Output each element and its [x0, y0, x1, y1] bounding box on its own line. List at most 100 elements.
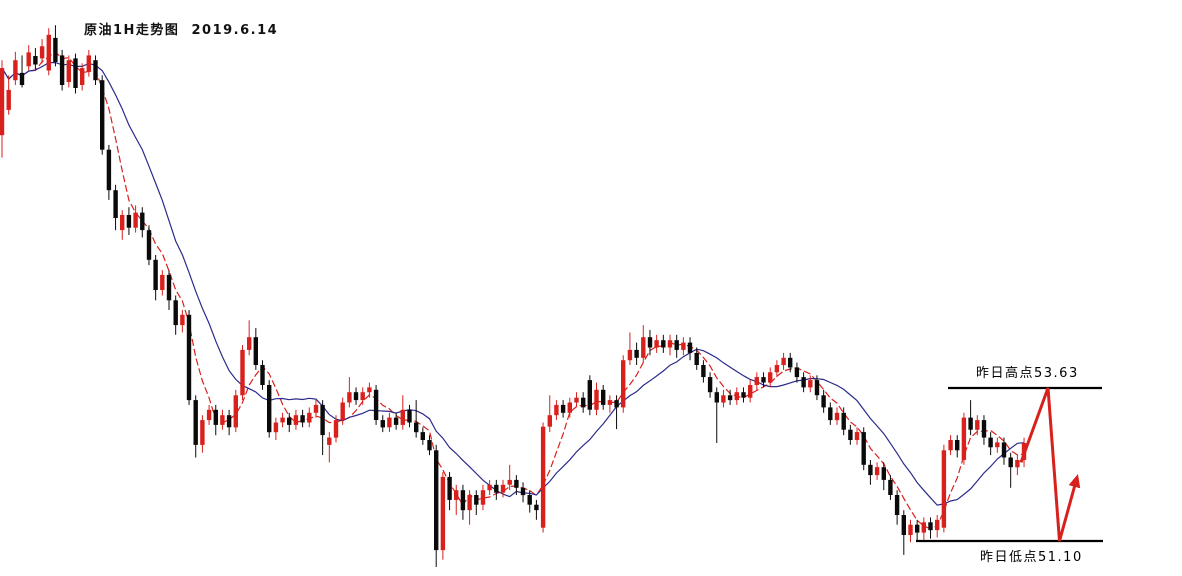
up-candle [39, 46, 45, 59]
down-candle [560, 404, 566, 413]
down-candle [186, 314, 192, 401]
up-candle [360, 392, 365, 401]
up-candle [6, 89, 11, 110]
down-candle [788, 357, 793, 368]
down-candle [447, 476, 452, 500]
down-candle [146, 230, 152, 260]
yesterday-high-label: 昨日高点53.63 [976, 366, 1079, 381]
down-candle [1008, 457, 1013, 468]
down-candle [861, 432, 866, 465]
up-candle [480, 490, 486, 505]
up-candle [133, 212, 138, 228]
up-candle [975, 420, 980, 430]
up-candle [327, 437, 332, 445]
down-candle [100, 80, 105, 150]
up-candle [86, 55, 91, 72]
down-candle [53, 37, 58, 63]
up-candle [641, 337, 646, 358]
up-candle [26, 52, 31, 67]
up-candle [454, 490, 459, 500]
down-candle [1001, 442, 1007, 458]
up-candle [754, 377, 759, 385]
down-candle [320, 404, 325, 436]
down-candle [414, 422, 419, 433]
down-candle [714, 392, 719, 403]
up-candle [280, 417, 285, 423]
down-candle [474, 495, 479, 505]
up-candle [367, 387, 372, 393]
down-candle [687, 342, 693, 353]
up-candle [340, 402, 345, 420]
up-candle [961, 417, 967, 460]
down-candle [761, 377, 766, 383]
down-candle [494, 484, 499, 493]
up-candle [834, 412, 840, 421]
up-candle [1015, 460, 1020, 468]
down-candle [634, 349, 639, 358]
down-candle [534, 504, 539, 511]
down-candle [373, 389, 379, 420]
down-candle [968, 417, 973, 430]
down-candle [213, 409, 218, 425]
up-candle [233, 395, 238, 428]
up-candle [667, 340, 673, 348]
up-candle [941, 450, 947, 528]
up-candle [748, 385, 753, 398]
down-candle [601, 389, 606, 405]
up-candle [307, 412, 312, 423]
up-candle [206, 409, 212, 421]
down-candle [848, 429, 853, 440]
down-candle [915, 524, 920, 533]
up-candle [387, 417, 392, 428]
down-candle [300, 415, 305, 423]
down-candle [420, 432, 425, 440]
down-candle [821, 395, 826, 408]
up-candle [247, 337, 252, 350]
up-candle [681, 342, 686, 350]
down-candle [407, 409, 412, 423]
down-candle [193, 400, 198, 445]
up-candle [347, 392, 352, 403]
up-candle [567, 402, 572, 413]
up-candle [487, 484, 492, 491]
up-candle [774, 365, 780, 373]
up-candle [908, 524, 913, 535]
down-candle [647, 337, 653, 348]
down-candle [894, 495, 900, 515]
up-candle [0, 68, 5, 136]
down-candle [727, 395, 733, 401]
down-candle [434, 450, 439, 551]
up-candle [935, 519, 940, 531]
up-candle [313, 404, 319, 413]
down-candle [841, 412, 846, 430]
up-candle [654, 340, 659, 348]
up-candle [507, 479, 512, 485]
down-candle [73, 58, 78, 88]
up-candle [948, 440, 953, 451]
up-candle [854, 432, 860, 440]
down-candle [868, 464, 873, 476]
up-candle [220, 415, 225, 425]
up-candle [781, 357, 786, 366]
projection-arrow [1019, 387, 1081, 542]
down-candle [661, 340, 666, 348]
down-candle [253, 337, 258, 365]
down-candle [527, 495, 532, 505]
down-candle [520, 487, 526, 496]
up-candle [440, 476, 446, 551]
down-candle [393, 417, 399, 425]
up-candle [808, 380, 813, 388]
up-candle [921, 522, 926, 533]
up-candle [995, 442, 1000, 448]
up-candle [540, 426, 546, 528]
up-candle [333, 420, 339, 438]
down-candle [741, 392, 746, 398]
up-candle [627, 349, 633, 361]
down-candle [33, 56, 38, 65]
up-candle [607, 400, 613, 405]
ma-fast-line [1, 51, 1025, 530]
down-candle [701, 365, 706, 378]
up-candle [594, 389, 599, 410]
